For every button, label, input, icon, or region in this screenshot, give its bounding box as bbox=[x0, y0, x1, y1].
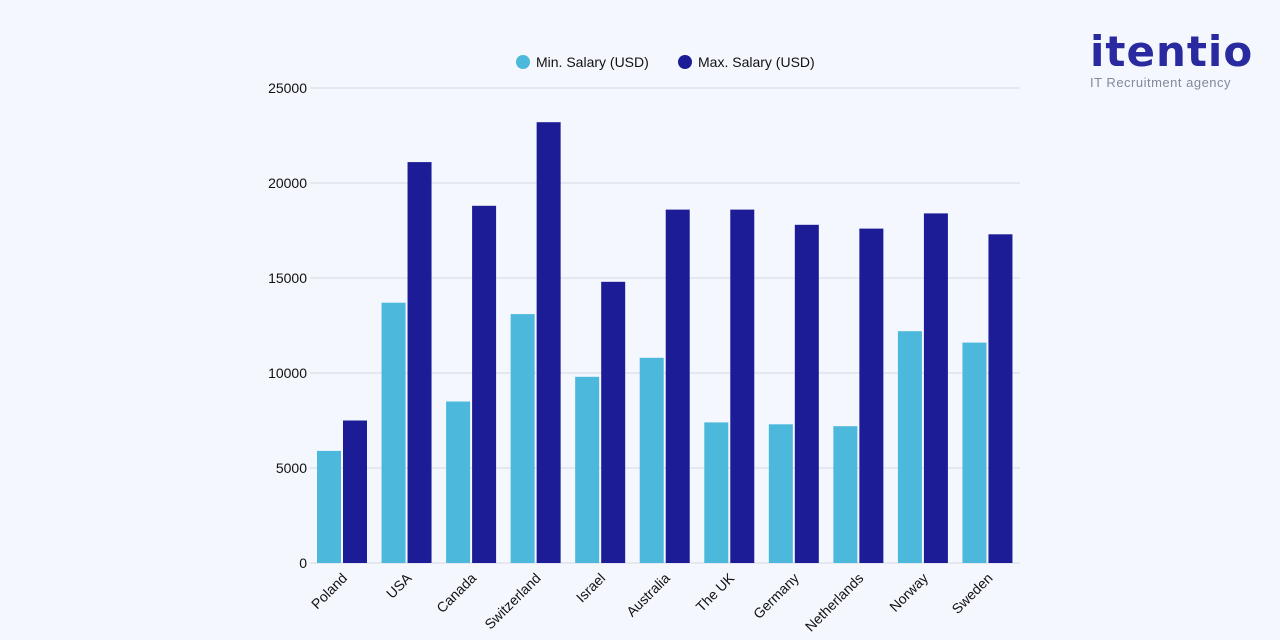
x-tick-label: Poland bbox=[308, 570, 350, 612]
bar-min bbox=[575, 376, 600, 563]
bars bbox=[317, 122, 1013, 564]
bar-max bbox=[988, 234, 1013, 564]
bar-min bbox=[381, 302, 406, 563]
bar-max bbox=[472, 205, 497, 564]
y-tick-label: 5000 bbox=[276, 460, 307, 476]
bar-min bbox=[962, 342, 987, 563]
y-tick-label: 0 bbox=[299, 555, 307, 571]
bar-max bbox=[407, 162, 432, 563]
bar-min bbox=[510, 314, 535, 563]
y-tick-label: 20000 bbox=[268, 175, 307, 191]
x-tick-label: Sweden bbox=[948, 570, 995, 617]
bar-max bbox=[665, 209, 690, 563]
x-tick-label: Norway bbox=[886, 570, 931, 615]
x-tick-label: Australia bbox=[623, 570, 673, 620]
bar-min bbox=[639, 357, 664, 563]
legend-marker bbox=[678, 55, 692, 69]
x-tick-label: Germany bbox=[750, 570, 802, 622]
bar-min bbox=[833, 426, 858, 563]
legend: Min. Salary (USD) Max. Salary (USD) bbox=[516, 54, 815, 70]
bar-min bbox=[768, 424, 793, 563]
y-tick-label: 15000 bbox=[268, 270, 307, 286]
x-axis: Poland USA Canada Switzerland Israel Australi… bbox=[308, 569, 996, 634]
legend-marker bbox=[516, 55, 530, 69]
y-tick-label: 10000 bbox=[268, 365, 307, 381]
legend-label: Max. Salary (USD) bbox=[698, 54, 815, 70]
x-tick-label: Switzerland bbox=[481, 570, 543, 632]
bar-max bbox=[343, 420, 367, 563]
bar-max bbox=[859, 228, 884, 563]
x-tick-label: Israel bbox=[573, 570, 609, 606]
y-tick-label: 25000 bbox=[268, 80, 307, 96]
y-axis: 0 5000 10000 15000 20000 25000 bbox=[268, 80, 307, 571]
bar-max bbox=[536, 122, 561, 563]
bar-min bbox=[897, 331, 922, 563]
x-tick-label: Netherlands bbox=[802, 570, 867, 635]
legend-label: Min. Salary (USD) bbox=[536, 54, 649, 70]
bar-max bbox=[923, 213, 948, 563]
brand-logo: itentio IT Recruitment agency bbox=[1090, 27, 1254, 91]
x-tick-label: USA bbox=[383, 569, 415, 601]
bar-min bbox=[704, 422, 729, 563]
bar-max bbox=[730, 209, 755, 563]
bar-min bbox=[446, 401, 471, 563]
bar-max bbox=[601, 281, 626, 563]
x-tick-label: The UK bbox=[693, 569, 738, 614]
bar-min bbox=[317, 450, 341, 563]
bar-max bbox=[794, 224, 819, 564]
x-tick-label: Canada bbox=[433, 570, 479, 616]
brand-name: itentio bbox=[1090, 27, 1254, 76]
brand-tagline: IT Recruitment agency bbox=[1090, 75, 1232, 90]
